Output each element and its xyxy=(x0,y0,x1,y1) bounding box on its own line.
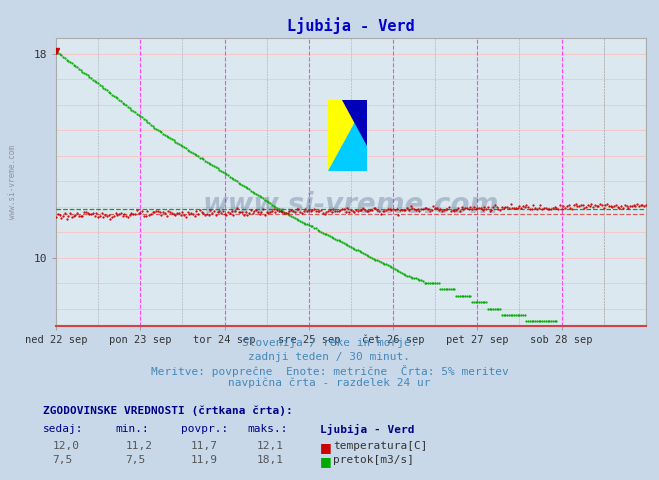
Text: min.:: min.: xyxy=(115,424,149,434)
Text: Ljubija - Verd: Ljubija - Verd xyxy=(320,424,414,435)
Text: www.si-vreme.com: www.si-vreme.com xyxy=(8,145,17,219)
Text: 18,1: 18,1 xyxy=(257,455,284,465)
Polygon shape xyxy=(341,99,366,146)
Text: sedaj:: sedaj: xyxy=(43,424,83,434)
Text: temperatura[C]: temperatura[C] xyxy=(333,441,427,451)
Text: 12,1: 12,1 xyxy=(257,441,284,451)
Polygon shape xyxy=(328,99,366,171)
Text: navpična črta - razdelek 24 ur: navpična črta - razdelek 24 ur xyxy=(228,378,431,388)
Text: ZGODOVINSKE VREDNOSTI (črtkana črta):: ZGODOVINSKE VREDNOSTI (črtkana črta): xyxy=(43,406,293,416)
Text: ■: ■ xyxy=(320,455,331,468)
Text: 11,2: 11,2 xyxy=(125,441,152,451)
Text: 11,9: 11,9 xyxy=(191,455,218,465)
Text: ■: ■ xyxy=(320,441,331,454)
Text: 11,7: 11,7 xyxy=(191,441,218,451)
Text: Meritve: povprečne  Enote: metrične  Črta: 5% meritev: Meritve: povprečne Enote: metrične Črta:… xyxy=(151,365,508,377)
Polygon shape xyxy=(328,99,366,171)
Text: zadnji teden / 30 minut.: zadnji teden / 30 minut. xyxy=(248,352,411,362)
Text: maks.:: maks.: xyxy=(247,424,287,434)
Text: 7,5: 7,5 xyxy=(53,455,73,465)
Text: 12,0: 12,0 xyxy=(53,441,80,451)
Text: Slovenija / reke in morje.: Slovenija / reke in morje. xyxy=(242,338,417,348)
Text: www.si-vreme.com: www.si-vreme.com xyxy=(203,192,499,219)
Title: Ljubija - Verd: Ljubija - Verd xyxy=(287,18,415,35)
Text: 7,5: 7,5 xyxy=(125,455,146,465)
Text: pretok[m3/s]: pretok[m3/s] xyxy=(333,455,414,465)
Text: povpr.:: povpr.: xyxy=(181,424,229,434)
